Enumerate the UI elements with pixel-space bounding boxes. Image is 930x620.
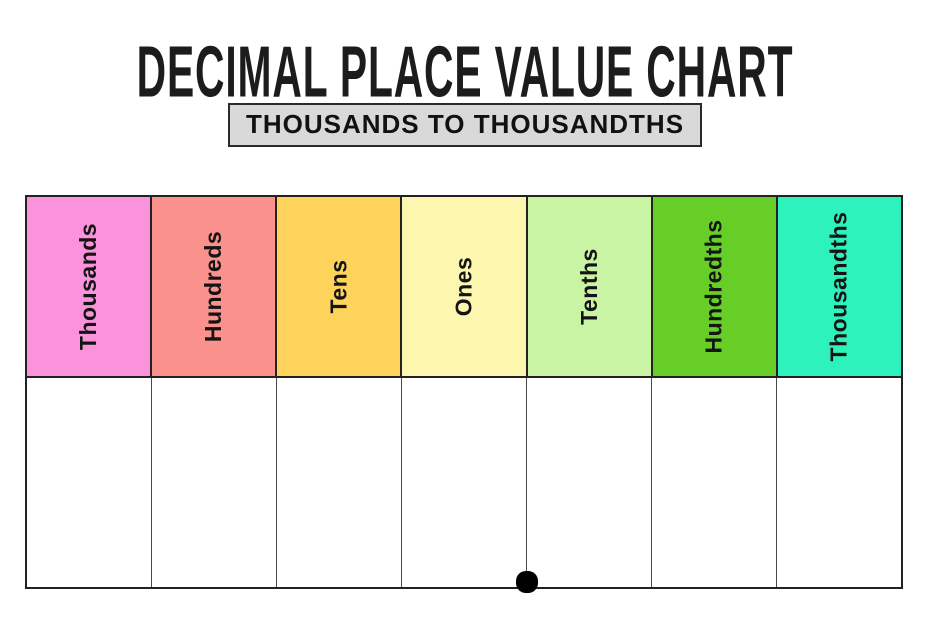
- cell-thousandths: [777, 378, 901, 587]
- cell-tens: [277, 378, 402, 587]
- column-header-label: Thousandths: [825, 211, 852, 362]
- cell-thousands: [27, 378, 152, 587]
- column-header-label: Ones: [450, 256, 477, 317]
- column-header-hundredths: Hundredths: [652, 197, 778, 376]
- page-title: DECIMAL PLACE VALUE CHART: [136, 33, 794, 114]
- column-header-label: Hundreds: [200, 230, 227, 343]
- column-header-tens: Tens: [277, 197, 403, 376]
- column-header-hundreds: Hundreds: [152, 197, 278, 376]
- column-header-tenths: Tenths: [527, 197, 653, 376]
- column-header-label: Tenths: [575, 248, 602, 325]
- subtitle-badge: THOUSANDS TO THOUSANDTHS: [227, 103, 703, 147]
- place-value-table: Thousands Hundreds Tens Ones Tenths Hund…: [25, 195, 903, 589]
- column-header-label: Tens: [325, 259, 352, 314]
- column-header-thousands: Thousands: [27, 197, 153, 376]
- cell-ones: [402, 378, 527, 587]
- cell-tenths: [527, 378, 652, 587]
- column-header-ones: Ones: [402, 197, 528, 376]
- table-body-row: [27, 378, 901, 587]
- table-header-row: Thousands Hundreds Tens Ones Tenths Hund…: [27, 197, 901, 378]
- column-header-thousandths: Thousandths: [777, 197, 901, 376]
- cell-hundredths: [652, 378, 777, 587]
- column-header-label: Hundredths: [700, 219, 727, 354]
- cell-hundreds: [152, 378, 277, 587]
- column-header-label: Thousands: [75, 222, 102, 351]
- subtitle-container: THOUSANDS TO THOUSANDTHS: [0, 103, 930, 147]
- decimal-point-dot: [516, 571, 538, 593]
